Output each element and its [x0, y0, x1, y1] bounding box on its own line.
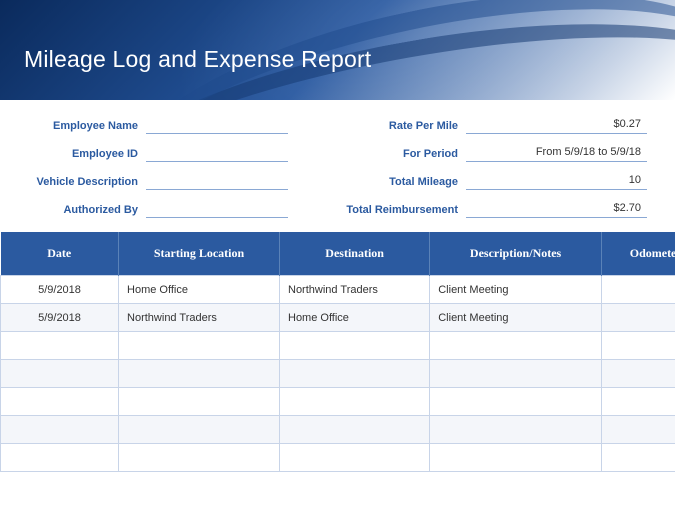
table-row: [1, 332, 675, 360]
table-cell[interactable]: [601, 416, 675, 444]
meta-row-vehicle-description: Vehicle Description: [28, 174, 288, 190]
table-cell[interactable]: [601, 444, 675, 472]
mileage-table-wrap: Date Starting Location Destination Descr…: [0, 232, 675, 472]
meta-label: Employee ID: [28, 148, 138, 162]
table-cell[interactable]: [1, 416, 119, 444]
meta-value: $0.27: [466, 118, 647, 134]
table-cell[interactable]: [1, 332, 119, 360]
table-row: [1, 360, 675, 388]
table-cell[interactable]: [601, 360, 675, 388]
table-cell[interactable]: [1, 360, 119, 388]
table-cell[interactable]: 5/9/2018: [1, 304, 119, 332]
meta-right-column: Rate Per Mile $0.27 For Period From 5/9/…: [328, 118, 647, 218]
table-cell[interactable]: [430, 388, 602, 416]
meta-label: Total Mileage: [328, 176, 458, 190]
table-row: 5/9/2018Home OfficeNorthwind TradersClie…: [1, 276, 675, 304]
table-body: 5/9/2018Home OfficeNorthwind TradersClie…: [1, 276, 675, 472]
table-cell[interactable]: Client Meeting: [430, 304, 602, 332]
table-cell[interactable]: [430, 360, 602, 388]
meta-label: Vehicle Description: [28, 176, 138, 190]
meta-label: For Period: [328, 148, 458, 162]
table-cell[interactable]: [601, 332, 675, 360]
table-cell[interactable]: [280, 360, 430, 388]
col-header-date: Date: [1, 232, 119, 276]
meta-value[interactable]: [146, 174, 288, 190]
table-row: 5/9/2018Northwind TradersHome OfficeClie…: [1, 304, 675, 332]
col-header-description: Description/Notes: [430, 232, 602, 276]
col-header-odometer: Odometer S: [601, 232, 675, 276]
table-cell[interactable]: Client Meeting: [430, 276, 602, 304]
col-header-starting-location: Starting Location: [119, 232, 280, 276]
table-cell[interactable]: [280, 416, 430, 444]
table-cell[interactable]: [280, 388, 430, 416]
table-cell[interactable]: [1, 388, 119, 416]
table-cell[interactable]: Home Office: [280, 304, 430, 332]
meta-row-authorized-by: Authorized By: [28, 202, 288, 218]
table-row: [1, 444, 675, 472]
meta-row-employee-name: Employee Name: [28, 118, 288, 134]
meta-row-total-mileage: Total Mileage 10: [328, 174, 647, 190]
header-banner: Mileage Log and Expense Report: [0, 0, 675, 100]
meta-label: Rate Per Mile: [328, 120, 458, 134]
table-cell[interactable]: [119, 332, 280, 360]
table-cell[interactable]: [119, 416, 280, 444]
meta-section: Employee Name Employee ID Vehicle Descri…: [0, 100, 675, 232]
table-cell[interactable]: [430, 332, 602, 360]
meta-label: Total Reimbursement: [328, 204, 458, 218]
meta-value: From 5/9/18 to 5/9/18: [466, 146, 647, 162]
meta-value[interactable]: [146, 118, 288, 134]
table-cell[interactable]: [280, 332, 430, 360]
table-cell[interactable]: [430, 416, 602, 444]
table-cell[interactable]: [430, 444, 602, 472]
col-header-destination: Destination: [280, 232, 430, 276]
table-row: [1, 416, 675, 444]
table-cell[interactable]: Northwind Traders: [119, 304, 280, 332]
meta-label: Authorized By: [28, 204, 138, 218]
table-cell[interactable]: Northwind Traders: [280, 276, 430, 304]
meta-row-for-period: For Period From 5/9/18 to 5/9/18: [328, 146, 647, 162]
meta-row-rate-per-mile: Rate Per Mile $0.27: [328, 118, 647, 134]
table-cell[interactable]: [280, 444, 430, 472]
table-header-row: Date Starting Location Destination Descr…: [1, 232, 675, 276]
mileage-table: Date Starting Location Destination Descr…: [0, 232, 675, 472]
table-cell[interactable]: [119, 444, 280, 472]
meta-value[interactable]: [146, 202, 288, 218]
table-row: [1, 388, 675, 416]
table-cell[interactable]: [601, 388, 675, 416]
meta-row-total-reimbursement: Total Reimbursement $2.70: [328, 202, 647, 218]
meta-left-column: Employee Name Employee ID Vehicle Descri…: [28, 118, 288, 218]
table-cell[interactable]: [601, 276, 675, 304]
table-cell[interactable]: [601, 304, 675, 332]
table-cell[interactable]: 5/9/2018: [1, 276, 119, 304]
table-cell[interactable]: [119, 388, 280, 416]
table-cell[interactable]: [1, 444, 119, 472]
meta-label: Employee Name: [28, 120, 138, 134]
meta-value[interactable]: [146, 146, 288, 162]
meta-row-employee-id: Employee ID: [28, 146, 288, 162]
table-cell[interactable]: Home Office: [119, 276, 280, 304]
meta-value: $2.70: [466, 202, 647, 218]
meta-value: 10: [466, 174, 647, 190]
table-cell[interactable]: [119, 360, 280, 388]
page-title: Mileage Log and Expense Report: [24, 46, 371, 73]
